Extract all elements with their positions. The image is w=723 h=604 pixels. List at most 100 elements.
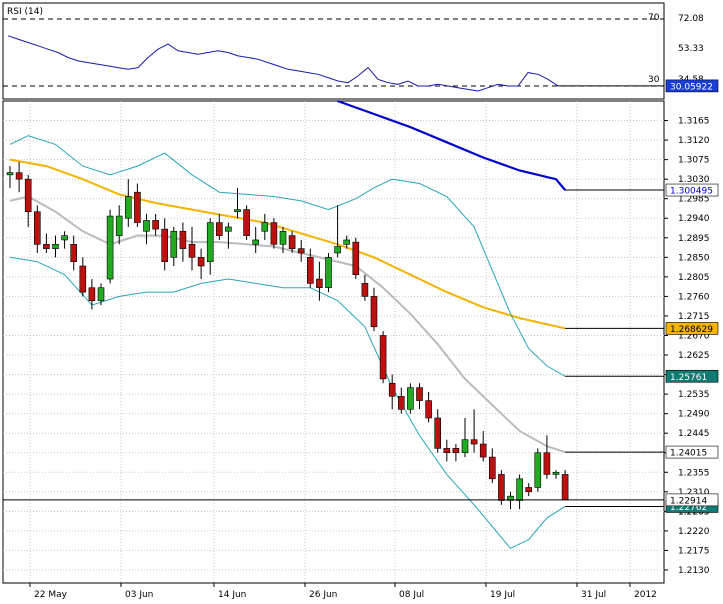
candle-body xyxy=(88,287,96,302)
indicator-line xyxy=(9,195,566,454)
rsi-pane xyxy=(2,2,665,100)
candle-body xyxy=(134,191,141,223)
date-tick-label: 26 Jun xyxy=(309,590,337,600)
candle-body xyxy=(397,395,405,410)
candle-body xyxy=(552,471,560,475)
candle-body xyxy=(188,243,196,258)
value-label: 1.22762 xyxy=(670,503,707,513)
candle-body xyxy=(516,478,523,501)
price-tick-label: 1.2760 xyxy=(678,292,710,302)
value-label: 1.268629 xyxy=(670,325,713,335)
candle-body xyxy=(125,196,132,219)
price-tick-label: 1.3030 xyxy=(678,175,710,185)
candle-body xyxy=(325,257,332,289)
price-tick-label: 1.2850 xyxy=(678,253,710,263)
candle-body xyxy=(79,265,87,293)
candle-body xyxy=(470,439,478,445)
candle-body xyxy=(561,474,569,500)
date-tick-label: 19 Jul xyxy=(490,590,515,600)
price-tick-label: 1.3075 xyxy=(678,156,710,166)
candle-body xyxy=(388,382,396,397)
candle-body xyxy=(252,239,259,245)
price-tick-label: 1.2985 xyxy=(678,195,710,205)
candle-body xyxy=(443,448,451,454)
price-tick-label: 1.2625 xyxy=(678,351,710,361)
price-tick-label: 1.2490 xyxy=(678,410,710,420)
price-tick-label: 1.2535 xyxy=(678,390,710,400)
candle-body xyxy=(6,172,14,176)
candle-body xyxy=(206,222,214,262)
candle-body xyxy=(379,335,387,380)
candle-body xyxy=(106,215,114,280)
price-tick-label: 1.2715 xyxy=(678,312,710,322)
current-price-box xyxy=(665,493,719,507)
candle-body xyxy=(425,400,432,419)
rsi-value-box xyxy=(665,79,719,93)
price-tick-label: 1.3165 xyxy=(678,117,710,127)
candle-body xyxy=(452,448,460,454)
value-label-box xyxy=(665,369,719,383)
price-tick-label: 1.2220 xyxy=(678,527,710,537)
price-tick-label: 1.2175 xyxy=(678,546,710,556)
date-tick-label: 14 Jun xyxy=(218,590,246,600)
candle-body xyxy=(334,246,341,254)
candle-body xyxy=(33,211,41,245)
candle-body xyxy=(534,452,542,488)
candle-body xyxy=(461,439,469,454)
candle-body xyxy=(216,222,223,236)
candle-body xyxy=(52,243,59,249)
candle-body xyxy=(115,215,123,236)
candle-body xyxy=(306,257,314,284)
candle-body xyxy=(197,257,205,267)
candle-body xyxy=(352,241,360,275)
price-tick-label: 1.2805 xyxy=(678,273,710,283)
value-label-box xyxy=(665,445,719,459)
candle-body xyxy=(488,456,496,480)
value-label: 1.300495 xyxy=(670,187,713,197)
candle-body xyxy=(97,287,105,302)
candle-body xyxy=(407,387,414,410)
candle-body xyxy=(507,495,514,501)
candle-body xyxy=(279,230,287,245)
candle-body xyxy=(234,209,241,213)
rsi-line xyxy=(7,35,559,92)
price-tick-label: 1.2355 xyxy=(678,468,710,478)
candle-body xyxy=(479,443,487,458)
candle-body xyxy=(70,243,77,262)
date-tick-label: 03 Jun xyxy=(125,590,153,600)
date-tick-label: 08 Jul xyxy=(399,590,424,600)
candle-body xyxy=(498,474,505,501)
price-tick-label: 1.2670 xyxy=(678,331,710,341)
value-label-box xyxy=(665,322,719,335)
price-pane xyxy=(2,100,665,584)
rsi-value-label: 30.05922 xyxy=(670,82,713,92)
candle-body xyxy=(525,487,533,493)
candle-body xyxy=(225,226,232,232)
candle-body xyxy=(543,452,551,475)
candle-body xyxy=(179,230,187,249)
indicator-line xyxy=(337,99,566,191)
candle-body xyxy=(43,243,50,249)
candle-body xyxy=(24,178,32,213)
price-tick-label: 1.2895 xyxy=(678,234,710,244)
rsi-tick-label: 53.33 xyxy=(678,44,704,54)
price-tick-label: 1.2310 xyxy=(678,488,710,498)
candle-body xyxy=(161,228,168,262)
date-tick-label: 31 Jul xyxy=(581,590,606,600)
candle-body xyxy=(416,387,423,401)
candle-body xyxy=(370,296,378,328)
candle-body xyxy=(361,283,369,297)
indicator-line xyxy=(9,135,566,377)
candle-body xyxy=(270,222,278,245)
candle-body xyxy=(297,248,305,254)
value-label-box xyxy=(665,183,719,197)
candle-body xyxy=(15,172,23,180)
date-tick-label: 2012 xyxy=(634,590,657,600)
date-tick-label: 22 May xyxy=(34,590,68,600)
price-tick-label: 1.2940 xyxy=(678,214,710,224)
rsi-level-70-label: 70 xyxy=(648,13,660,23)
value-label: 1.24015 xyxy=(670,449,707,459)
candle-body xyxy=(61,235,68,241)
candle-body xyxy=(288,235,296,249)
